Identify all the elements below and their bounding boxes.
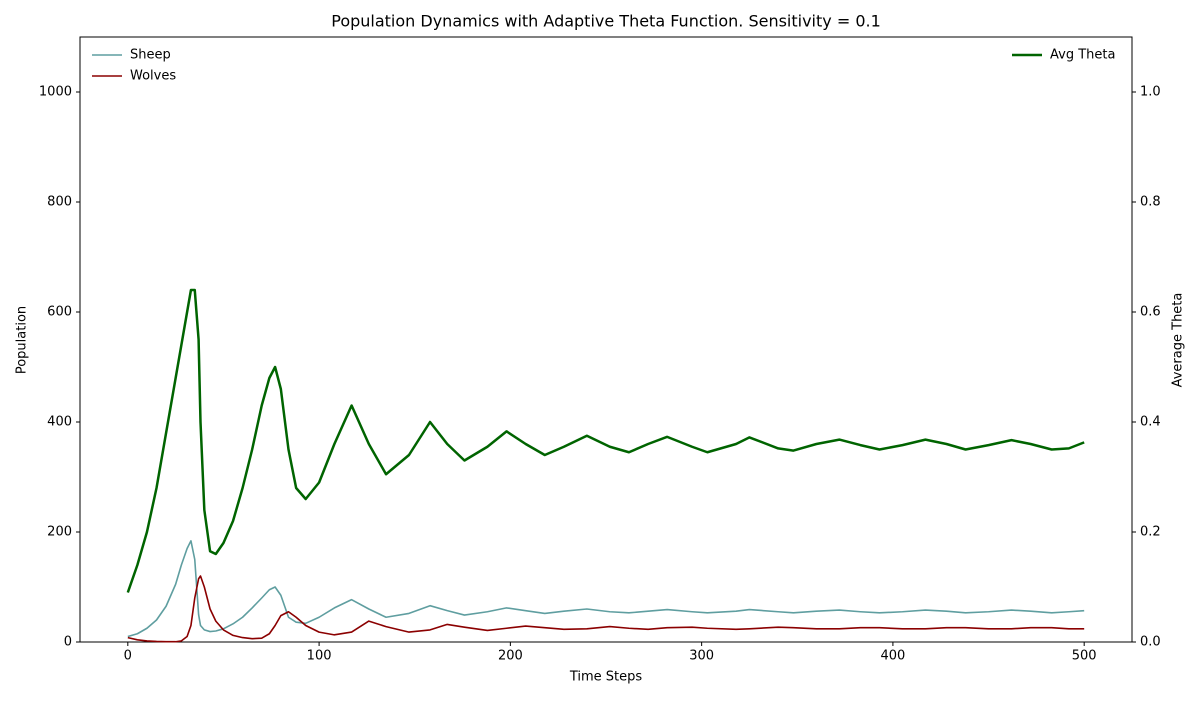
y2-tick-label: 0.8	[1140, 195, 1161, 210]
x-axis-label: Time Steps	[569, 670, 643, 685]
y-tick-label: 1000	[39, 85, 72, 100]
y-tick-label: 800	[47, 195, 72, 210]
y2-tick-label: 0.0	[1140, 635, 1161, 650]
y-tick-label: 600	[47, 305, 72, 320]
y-tick-label: 0	[64, 635, 72, 650]
x-tick-label: 400	[880, 649, 905, 664]
series-line	[127, 575, 1085, 643]
y2-tick-label: 0.4	[1140, 415, 1161, 430]
x-tick-label: 500	[1072, 649, 1097, 664]
y2-tick-label: 0.2	[1140, 525, 1161, 540]
y-axis-label: Population	[15, 306, 30, 374]
y2-tick-label: 0.6	[1140, 305, 1161, 320]
series-line	[126, 288, 1085, 593]
y2-axis-label: Average Theta	[1171, 293, 1186, 388]
series-line	[127, 540, 1085, 638]
y-tick-label: 200	[47, 525, 72, 540]
y2-tick-label: 1.0	[1140, 85, 1161, 100]
legend-label: Avg Theta	[1050, 48, 1115, 63]
plot-frame	[79, 36, 1133, 643]
x-tick-label: 300	[689, 649, 714, 664]
legend-label: Sheep	[130, 48, 171, 63]
legend-label: Wolves	[130, 69, 176, 84]
chart-title: Population Dynamics with Adaptive Theta …	[331, 12, 881, 31]
x-tick-label: 200	[498, 649, 523, 664]
x-tick-label: 100	[307, 649, 332, 664]
x-tick-label: 0	[124, 649, 132, 664]
y-tick-label: 400	[47, 415, 72, 430]
